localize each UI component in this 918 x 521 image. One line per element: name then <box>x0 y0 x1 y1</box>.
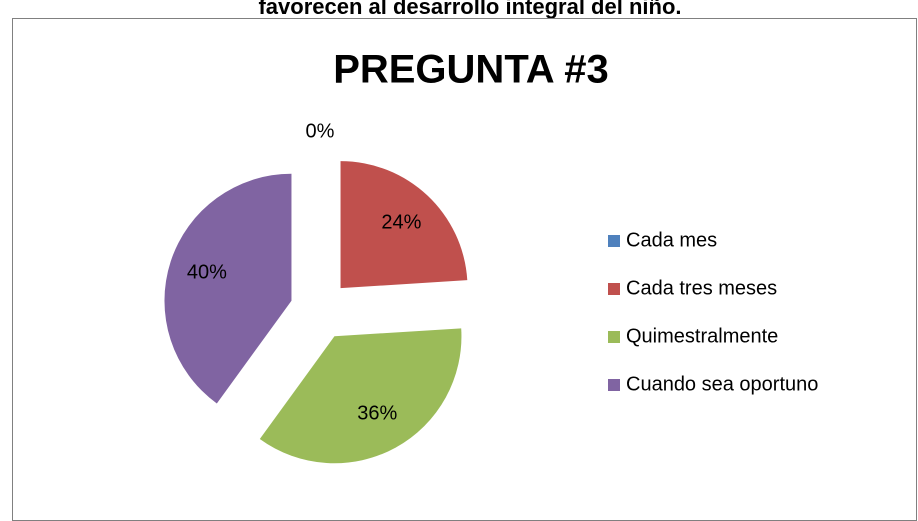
pie-slice <box>164 173 292 404</box>
legend-label: Cuando sea oportuno <box>626 373 818 395</box>
legend-swatch <box>608 379 620 391</box>
chart-title: PREGUNTA #3 <box>333 48 609 92</box>
data-label: 24% <box>381 212 421 234</box>
data-label: 0% <box>306 120 335 142</box>
legend-label: Quimestralmente <box>626 325 778 347</box>
data-label: 40% <box>187 262 227 284</box>
legend-swatch <box>608 283 620 295</box>
legend-swatch <box>608 235 620 247</box>
pie-slice <box>259 328 462 464</box>
legend-label: Cada tres meses <box>626 277 777 299</box>
data-label: 36% <box>357 402 397 424</box>
caption: favorecen al desarrollo integral del niñ… <box>258 0 681 19</box>
legend-label: Cada mes <box>626 229 717 251</box>
legend-swatch <box>608 331 620 343</box>
pie-slice <box>340 161 468 289</box>
